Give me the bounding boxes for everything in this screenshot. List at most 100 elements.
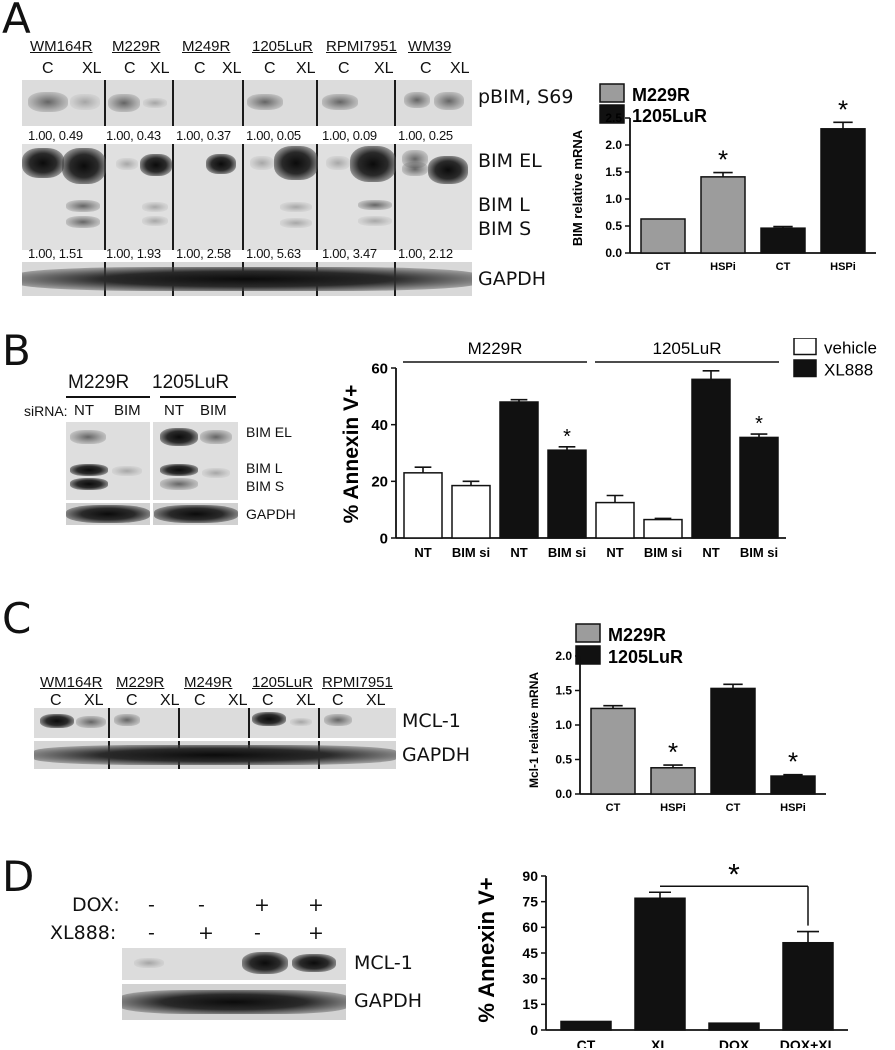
y-tick-label: 45 [522, 945, 538, 961]
d-row-value: - [198, 894, 205, 916]
gapdh-band-label-a: GAPDH [478, 268, 547, 290]
bim-quant-value: 1.00, 5.63 [246, 246, 301, 261]
y-tick-label: 90 [522, 868, 538, 884]
category-label: BIM si [548, 545, 586, 560]
c-lane-c-label: C [262, 692, 274, 709]
pbim-quant-value: 1.00, 0.09 [322, 128, 377, 143]
bim-l-band-label: BIM L [478, 194, 530, 216]
significance-star: * [755, 413, 763, 435]
y-tick-label: 0.5 [555, 753, 572, 767]
y-tick-label: 0 [380, 530, 388, 547]
bar [820, 128, 866, 254]
significance-star: * [563, 426, 571, 448]
a-cell-line-label: M229R [112, 38, 161, 55]
bar [782, 941, 834, 1031]
y-tick-label: 30 [522, 971, 538, 987]
pbim-quant-value: 1.00, 0.05 [246, 128, 301, 143]
a-cell-line-label: RPMI7951 [326, 38, 397, 55]
pbim-quant-value: 1.00, 0.49 [28, 128, 83, 143]
category-label: HSPi [660, 802, 686, 814]
a-lane-xl-label: XL [374, 60, 394, 77]
legend-swatch [793, 359, 817, 378]
category-label: HSPi [710, 261, 736, 273]
pbim-quant-value: 1.00, 0.25 [398, 128, 453, 143]
c-lane-c-label: C [126, 692, 138, 709]
a-cell-line-label: M249R [182, 38, 231, 55]
chart-annexin-dox: 0 15 30 45 60 75 90 % Annexin V+ CT XL DOX DOX+XL * [474, 858, 848, 1048]
bar [739, 436, 779, 539]
d-row-value: + [308, 922, 324, 944]
significance-star: * [788, 747, 798, 777]
pbim-quant-value: 1.00, 0.37 [176, 128, 231, 143]
chart-annexin-bim-sirna: 0 20 40 60 % Annexin V+ NT BIM si NT * BIM si NT BI… [340, 338, 877, 560]
a-lane-c-label: C [124, 60, 136, 77]
category-label: HSPi [780, 802, 806, 814]
c-cell-line-label: RPMI7951 [322, 674, 393, 691]
legend-label: 1205LuR [608, 647, 683, 667]
bar [650, 767, 696, 795]
b-sirna-lane-label: NT [164, 402, 184, 419]
c-lane-c-label: C [332, 692, 344, 709]
a-lane-c-label: C [42, 60, 54, 77]
c-cell-line-label: M249R [184, 674, 233, 691]
d-row-label: XL888: [50, 922, 117, 944]
a-lane-xl-label: XL [150, 60, 170, 77]
bim-quant-value: 1.00, 3.47 [322, 246, 377, 261]
legend-swatch [575, 623, 601, 643]
y-axis-label: % Annexin V+ [340, 385, 363, 524]
y-axis-label: BIM relative mRNA [570, 129, 585, 246]
bar [760, 227, 806, 254]
a-lane-xl-label: XL [222, 60, 242, 77]
y-tick-label: 2.5 [605, 111, 622, 125]
gapdh-blot-a [22, 262, 472, 296]
y-axis-label: % Annexin V+ [474, 877, 499, 1022]
bar [691, 378, 731, 539]
bar [499, 401, 539, 539]
c-lane-xl-label: XL [228, 692, 248, 709]
legend-label: M229R [608, 625, 666, 645]
category-label: CT [606, 802, 621, 814]
b-bim-el-label: BIM EL [246, 424, 292, 440]
legend-swatch [599, 83, 625, 103]
b-cell-line-2: 1205LuR [152, 372, 230, 393]
c-cell-line-label: WM164R [40, 674, 103, 691]
bar [560, 1020, 612, 1031]
a-cell-line-label: 1205LuR [252, 38, 313, 55]
pbim-blot [22, 80, 472, 126]
y-tick-label: 15 [522, 996, 538, 1012]
bar [595, 501, 635, 539]
bim-s-band-label: BIM S [478, 218, 532, 240]
bar [590, 707, 636, 795]
category-label: NT [414, 545, 431, 560]
c-mcl1-label: MCL-1 [402, 710, 461, 732]
panel-letter-a: A [2, 0, 31, 43]
legend-swatch [575, 645, 601, 665]
c-gapdh-blot [34, 741, 396, 769]
bim-quant-value: 1.00, 1.93 [106, 246, 161, 261]
legend-label: M229R [632, 85, 690, 105]
category-label: BIM si [740, 545, 778, 560]
b-bim-l-label: BIM L [246, 460, 283, 476]
b-sirna-lane-label: BIM [114, 402, 141, 419]
category-label: BIM si [452, 545, 490, 560]
group-label: 1205LuR [652, 339, 721, 358]
a-lane-c-label: C [194, 60, 206, 77]
y-tick-label: 60 [371, 360, 388, 377]
legend-label: vehicle [824, 338, 877, 357]
legend-swatch [599, 104, 625, 124]
c-lane-xl-label: XL [366, 692, 386, 709]
c-lane-xl-label: XL [84, 692, 104, 709]
panel-letter-b: B [2, 326, 31, 375]
category-label: NT [606, 545, 623, 560]
legend-swatch [793, 338, 817, 356]
panel-letter-c: C [2, 594, 32, 643]
y-tick-label: 0.0 [555, 787, 572, 801]
bar [640, 218, 686, 254]
bim-quant-value: 1.00, 1.51 [28, 246, 83, 261]
y-tick-label: 40 [371, 417, 388, 434]
y-tick-label: 1.0 [605, 192, 622, 206]
y-tick-label: 75 [522, 894, 538, 910]
y-tick-label: 2.0 [605, 138, 622, 152]
b-gapdh-label: GAPDH [246, 506, 296, 522]
